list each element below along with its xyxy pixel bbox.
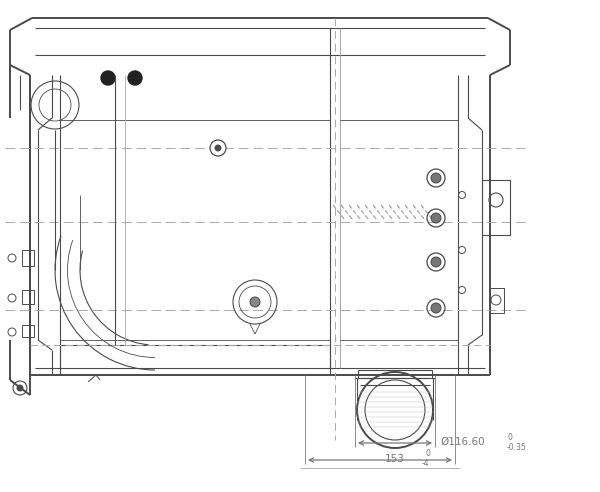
Text: -0.35: -0.35 bbox=[507, 442, 527, 452]
Circle shape bbox=[431, 213, 441, 223]
Bar bbox=[482, 180, 510, 235]
Circle shape bbox=[210, 140, 226, 156]
Bar bbox=[22, 325, 34, 337]
Circle shape bbox=[17, 385, 23, 391]
Circle shape bbox=[215, 145, 221, 151]
Text: 153: 153 bbox=[385, 454, 405, 464]
Circle shape bbox=[250, 297, 260, 307]
Bar bbox=[22, 250, 34, 266]
Circle shape bbox=[431, 303, 441, 313]
Text: 0: 0 bbox=[507, 433, 512, 442]
Bar bbox=[490, 288, 504, 313]
Bar bbox=[22, 290, 34, 304]
Text: 0: 0 bbox=[425, 450, 430, 459]
Circle shape bbox=[431, 257, 441, 267]
Text: Ø116.60: Ø116.60 bbox=[440, 437, 485, 447]
Circle shape bbox=[101, 71, 115, 85]
Circle shape bbox=[128, 71, 142, 85]
Circle shape bbox=[431, 173, 441, 183]
Text: -4: -4 bbox=[422, 459, 430, 467]
